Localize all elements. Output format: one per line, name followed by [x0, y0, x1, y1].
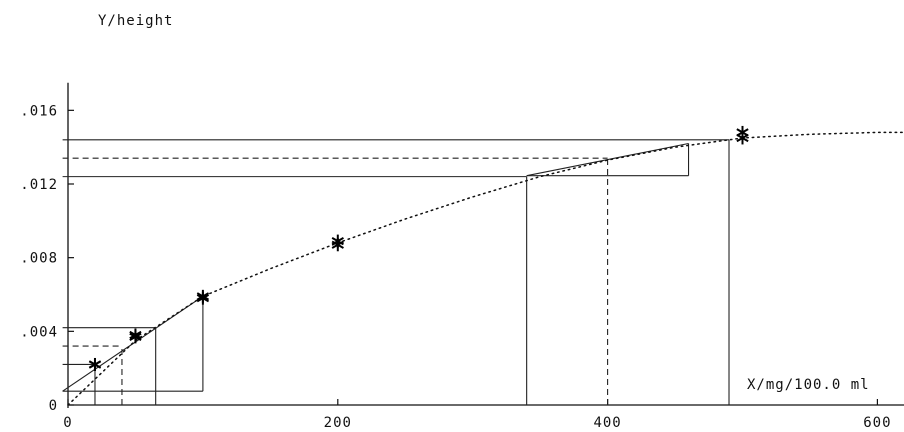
y-tick-label: .016 [20, 103, 58, 119]
y-tick-label: .004 [20, 324, 58, 340]
tick-labels: 0 .004 .008 .012 .016 0 200 400 600 [20, 103, 891, 431]
x-tick-label: 400 [593, 415, 621, 431]
fit-curve [67, 131, 904, 406]
data-point [88, 357, 102, 371]
data-point [196, 291, 210, 305]
y-tick-label: .008 [20, 251, 58, 267]
data-points [88, 125, 749, 371]
asterisk-stroke [196, 294, 210, 303]
data-point [331, 238, 344, 252]
x-tick-label: 0 [63, 415, 72, 431]
asterisk-stroke [736, 133, 749, 143]
asterisk-stroke [88, 360, 102, 369]
asterisk-stroke [331, 240, 344, 249]
data-point [736, 131, 749, 145]
annotation-lines [62, 139, 730, 405]
asterisk-stroke [129, 332, 142, 341]
y-tick-label: 0 [49, 398, 58, 414]
x-tick-label: 600 [863, 415, 891, 431]
y-axis-label: Y/height [98, 13, 173, 29]
data-point [129, 330, 142, 344]
y-tick-label: .012 [20, 177, 58, 193]
x-axis-label: X/mg/100.0 ml [747, 377, 870, 393]
x-tick-label: 200 [324, 415, 352, 431]
fit-curve-line [67, 131, 904, 406]
axes [67, 82, 904, 408]
